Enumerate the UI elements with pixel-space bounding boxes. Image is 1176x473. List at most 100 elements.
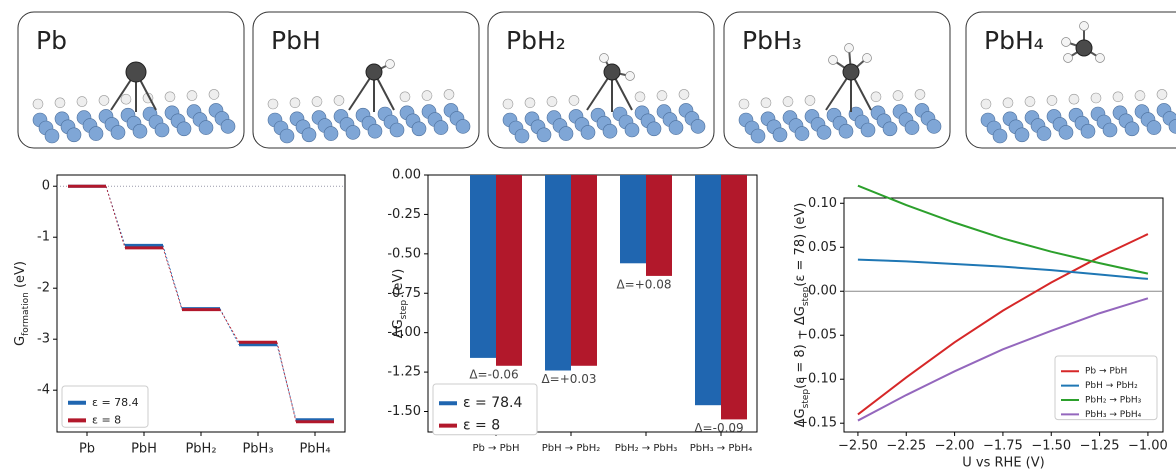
label-part: (ε = 78) (eV): [793, 203, 808, 287]
h-atom: [386, 60, 395, 69]
pb-atom: [366, 64, 382, 80]
h-atom: [1091, 93, 1101, 103]
substrate-atom: [280, 129, 294, 143]
y-tick-label: 0.05: [808, 240, 837, 255]
panel-label: Pb: [36, 26, 67, 55]
delta-annotation: Δ=+0.08: [616, 277, 671, 291]
h-atom: [1062, 38, 1071, 47]
x-tick-label: PbH₄: [299, 442, 330, 457]
y-tick-label: -2: [37, 281, 50, 296]
x-axis-label: U vs RHE (V): [962, 456, 1044, 471]
h-atom: [400, 92, 410, 102]
panel-label: PbH₂: [506, 26, 566, 55]
substrate-atom: [89, 127, 103, 141]
h-atom: [290, 98, 300, 108]
pb-atom: [604, 64, 620, 80]
h-atom: [1003, 98, 1013, 108]
substrate-atom: [346, 125, 360, 139]
h-atom: [268, 99, 278, 109]
substrate-atom: [559, 127, 573, 141]
substrate-atom: [412, 122, 426, 136]
legend-label: PbH₃ → PbH₄: [1085, 410, 1142, 420]
legend-label: ε = 8: [92, 413, 121, 426]
bar: [470, 175, 496, 358]
h-atom: [569, 95, 579, 105]
molecule-panel: PbH₂: [488, 12, 714, 148]
substrate-atom: [515, 129, 529, 143]
connector: [106, 186, 125, 248]
substrate-atom: [691, 119, 705, 133]
h-atom: [1157, 89, 1167, 99]
h-atom: [657, 91, 667, 101]
substrate-atom: [905, 121, 919, 135]
pb-atom: [1076, 40, 1092, 56]
substrate-atom: [647, 122, 661, 136]
substrate-atom: [603, 124, 617, 138]
h-atom: [334, 95, 344, 105]
figure: PbPbHPbH₂PbH₃PbH₄0-1-2-3-4Gformation (eV…: [0, 0, 1176, 473]
bar: [620, 175, 646, 263]
panel-label: PbH₄: [984, 26, 1044, 55]
h-atom: [121, 94, 131, 104]
panel-label: PbH₃: [742, 26, 802, 55]
molecule-panel: Pb: [18, 12, 244, 148]
h-atom: [679, 89, 689, 99]
substrate-atom: [669, 121, 683, 135]
label-subscript: step: [801, 286, 811, 306]
substrate-atom: [177, 122, 191, 136]
legend-label: ε = 78.4: [92, 396, 139, 409]
x-tick-label: PbH₃ → PbH₄: [690, 443, 753, 454]
h-atom: [547, 97, 557, 107]
bar: [695, 175, 721, 405]
substrate-atom: [1125, 122, 1139, 136]
x-tick-label: PbH₂ → PbH₃: [615, 443, 678, 454]
delta-annotation: Δ=-0.09: [694, 421, 743, 435]
h-atom: [77, 97, 87, 107]
h-atom: [503, 99, 513, 109]
substrate-atom: [1081, 124, 1095, 138]
substrate-atom: [456, 119, 470, 133]
x-tick-label: −2.25: [886, 439, 926, 454]
label-subscript: step: [801, 389, 811, 409]
molecule-panel: PbH₄: [966, 12, 1176, 148]
x-tick-label: −2.00: [935, 439, 975, 454]
h-atom: [525, 98, 535, 108]
h-atom: [444, 89, 454, 99]
pb-atom: [126, 62, 146, 82]
h-atom: [635, 92, 645, 102]
substrate-atom: [1059, 125, 1073, 139]
substrate-atom: [324, 127, 338, 141]
h-atom: [1135, 91, 1145, 101]
h-atom: [55, 98, 65, 108]
y-tick-label: -1.50: [387, 404, 421, 419]
h-atom: [871, 92, 881, 102]
y-tick-label: -4: [37, 383, 50, 398]
substrate-atom: [155, 123, 169, 137]
substrate-atom: [839, 124, 853, 138]
h-atom: [845, 44, 854, 53]
substrate-atom: [1103, 123, 1117, 137]
substrate-atom: [883, 122, 897, 136]
x-tick-label: PbH₃: [242, 442, 273, 457]
h-atom: [165, 92, 175, 102]
h-atom: [805, 95, 815, 105]
substrate-atom: [368, 124, 382, 138]
bar: [545, 175, 571, 371]
label-part: (eV): [13, 261, 28, 292]
y-axis-label: Gformation (eV): [13, 261, 31, 346]
substrate-atom: [199, 121, 213, 135]
h-atom: [829, 56, 838, 65]
substrate-atom: [537, 128, 551, 142]
label-subscript: formation: [21, 292, 31, 336]
legend-label: PbH₂ → PbH₃: [1085, 396, 1142, 406]
label-part: (ε = 8) − ΔG: [793, 306, 808, 389]
h-atom: [1069, 94, 1079, 104]
h-atom: [99, 95, 109, 105]
molecule-panel: PbH₃: [724, 12, 950, 148]
bar: [721, 175, 747, 419]
substrate-atom: [795, 127, 809, 141]
legend-label: PbH → PbH₂: [1085, 381, 1138, 391]
panel-label: PbH: [271, 26, 321, 55]
h-atom: [33, 99, 43, 109]
y-tick-label: -0.50: [387, 246, 421, 261]
